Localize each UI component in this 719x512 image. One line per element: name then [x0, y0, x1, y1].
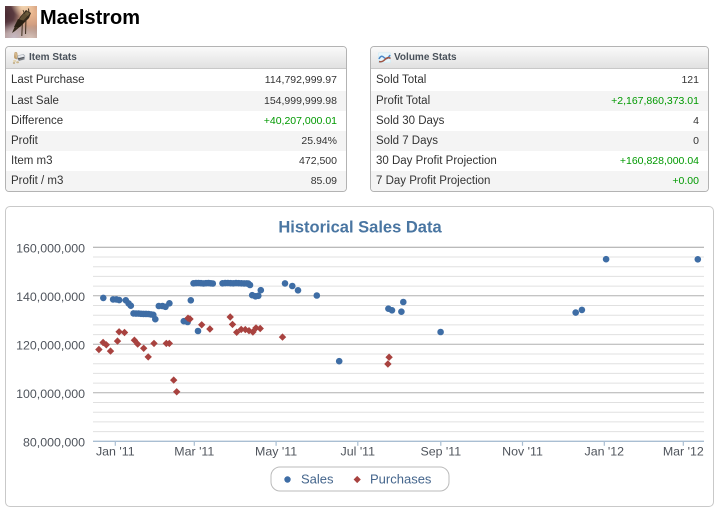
- svg-text:Nov '11: Nov '11: [502, 445, 543, 459]
- svg-text:120,000,000: 120,000,000: [16, 338, 85, 352]
- svg-text:May '11: May '11: [255, 445, 297, 459]
- svg-text:140,000,000: 140,000,000: [16, 290, 85, 304]
- svg-text:Sales: Sales: [301, 472, 334, 487]
- svg-text:160,000,000: 160,000,000: [16, 241, 85, 255]
- svg-text:80,000,000: 80,000,000: [23, 435, 85, 449]
- svg-text:Mar '12: Mar '12: [663, 445, 704, 459]
- svg-text:Purchases: Purchases: [370, 472, 432, 487]
- svg-text:Mar '11: Mar '11: [174, 445, 214, 459]
- svg-text:Jul '11: Jul '11: [341, 445, 376, 459]
- svg-text:Jan '11: Jan '11: [96, 445, 135, 459]
- svg-text:Jan '12: Jan '12: [585, 445, 625, 459]
- svg-text:Sep '11: Sep '11: [420, 445, 461, 459]
- svg-text:Historical Sales Data: Historical Sales Data: [278, 219, 442, 237]
- svg-text:100,000,000: 100,000,000: [16, 387, 85, 401]
